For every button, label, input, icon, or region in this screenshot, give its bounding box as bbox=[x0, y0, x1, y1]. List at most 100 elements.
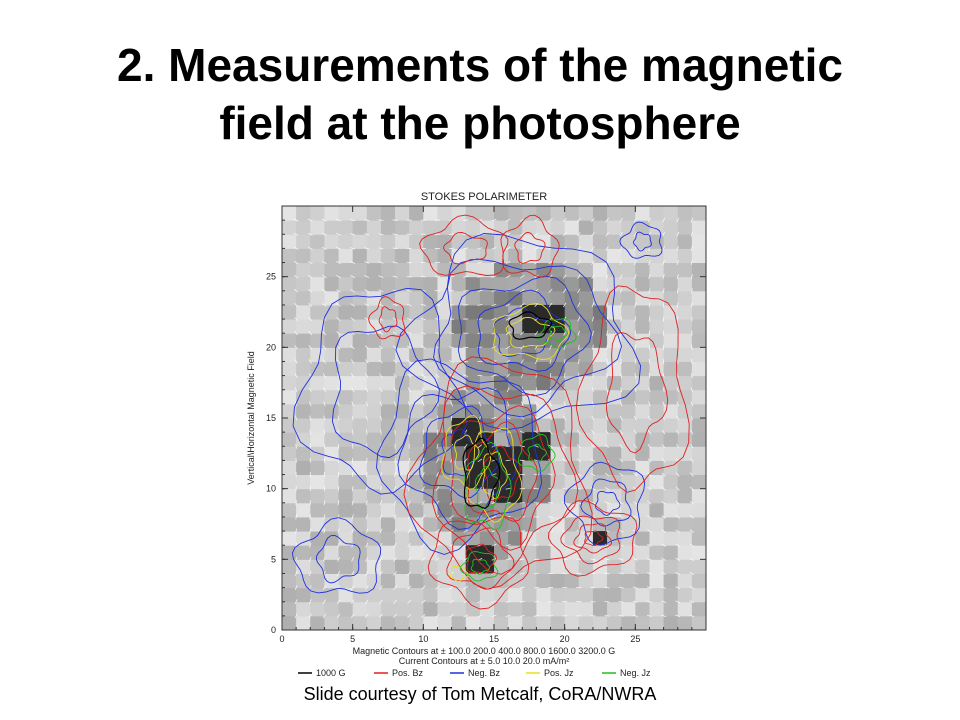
heatmap-cell bbox=[366, 502, 382, 518]
heatmap-cell bbox=[380, 248, 396, 264]
heatmap-cell bbox=[649, 304, 665, 320]
heatmap-cell bbox=[437, 601, 453, 617]
heatmap-cell bbox=[409, 220, 424, 235]
heatmap-cell bbox=[423, 361, 438, 377]
field-vector bbox=[394, 457, 396, 463]
heatmap-cell bbox=[324, 531, 340, 546]
chart-title: STOKES POLARIMETER bbox=[421, 191, 547, 203]
field-vector bbox=[661, 500, 666, 505]
field-vector bbox=[421, 514, 426, 520]
heatmap-cell bbox=[649, 418, 665, 433]
field-vector bbox=[365, 571, 369, 576]
heatmap-cell bbox=[282, 389, 297, 405]
heatmap-cell bbox=[338, 432, 354, 447]
field-vector bbox=[478, 401, 482, 407]
pos-jz-contour bbox=[449, 565, 469, 582]
heatmap-cell bbox=[423, 276, 438, 292]
field-vector bbox=[393, 486, 397, 492]
heatmap-cell bbox=[282, 220, 297, 235]
heatmap-cell bbox=[536, 488, 552, 504]
field-vector bbox=[294, 317, 299, 322]
field-vector bbox=[295, 556, 298, 562]
heatmap-cell bbox=[423, 516, 438, 532]
heatmap-cell bbox=[395, 248, 410, 264]
heatmap-cell bbox=[607, 403, 622, 419]
heatmap-cell bbox=[479, 601, 495, 617]
heatmap-cell bbox=[578, 460, 594, 476]
heatmap-cell bbox=[550, 446, 566, 461]
field-vector bbox=[406, 275, 412, 278]
heatmap-cell bbox=[621, 545, 636, 560]
heatmap-cell bbox=[663, 545, 679, 560]
field-vector bbox=[519, 218, 525, 222]
heatmap-cell bbox=[296, 432, 311, 447]
field-vector bbox=[675, 572, 681, 575]
field-vector bbox=[407, 373, 412, 378]
heatmap-cell bbox=[451, 220, 467, 235]
heatmap-cell bbox=[508, 290, 523, 306]
heatmap-cell bbox=[494, 531, 509, 546]
heatmap-cell bbox=[536, 220, 552, 235]
heatmap-cell bbox=[564, 432, 580, 447]
heatmap-cell bbox=[338, 375, 354, 391]
field-vector bbox=[366, 429, 368, 435]
field-vector bbox=[351, 415, 354, 421]
heatmap-cell bbox=[324, 559, 340, 574]
field-vector bbox=[590, 558, 596, 561]
field-vector bbox=[548, 430, 553, 435]
pos-bz-contour bbox=[500, 214, 560, 278]
heatmap-cell bbox=[282, 615, 297, 631]
heatmap-cell bbox=[395, 389, 410, 405]
field-vector bbox=[477, 261, 483, 264]
field-vector bbox=[619, 401, 623, 407]
heatmap-cell bbox=[366, 333, 382, 348]
neg-bz-contour bbox=[457, 275, 592, 397]
neg-jz-contour bbox=[527, 443, 547, 463]
heatmap-cell bbox=[635, 319, 650, 334]
field-vector bbox=[562, 458, 568, 462]
heatmap-cell bbox=[635, 347, 650, 362]
field-vector bbox=[379, 387, 383, 393]
field-vector bbox=[463, 529, 469, 533]
heatmap-cell bbox=[677, 545, 693, 560]
field-vector bbox=[407, 387, 411, 393]
heatmap-cell bbox=[635, 573, 650, 589]
heatmap-cell bbox=[380, 460, 396, 476]
field-vector bbox=[505, 614, 511, 617]
field-vector bbox=[491, 614, 497, 618]
heatmap-cell bbox=[324, 460, 340, 476]
heatmap-cell bbox=[550, 601, 566, 617]
field-vector bbox=[690, 458, 694, 463]
heatmap-cell bbox=[423, 262, 438, 278]
field-vector bbox=[618, 529, 624, 533]
heatmap-cell bbox=[282, 446, 297, 461]
field-vector bbox=[533, 558, 539, 560]
field-vector bbox=[365, 585, 369, 590]
field-vector bbox=[591, 401, 595, 407]
heatmap-cell bbox=[451, 276, 467, 292]
heatmap-cell bbox=[564, 361, 580, 377]
field-vector bbox=[379, 486, 382, 492]
field-vector bbox=[591, 260, 595, 265]
field-vector bbox=[632, 572, 638, 575]
field-vector bbox=[477, 289, 483, 292]
heatmap-cell bbox=[663, 615, 679, 631]
heatmap-cell bbox=[324, 276, 340, 292]
field-vector bbox=[534, 218, 539, 222]
neg-jz-contour bbox=[470, 558, 491, 575]
heatmap-cell bbox=[352, 460, 368, 476]
heatmap-cell bbox=[366, 220, 382, 235]
field-vector bbox=[604, 600, 610, 603]
heatmap-cell bbox=[592, 403, 608, 419]
heatmap-cell bbox=[409, 347, 424, 362]
heatmap-cell bbox=[282, 206, 297, 221]
heatmap-cell bbox=[423, 304, 438, 320]
heatmap-cell bbox=[578, 545, 594, 560]
field-vector bbox=[477, 247, 483, 250]
field-vector bbox=[463, 586, 469, 590]
field-vector bbox=[690, 401, 694, 407]
field-vector bbox=[322, 345, 327, 350]
field-vector bbox=[293, 274, 299, 279]
heatmap-cell bbox=[691, 234, 707, 249]
field-vector bbox=[436, 443, 439, 449]
